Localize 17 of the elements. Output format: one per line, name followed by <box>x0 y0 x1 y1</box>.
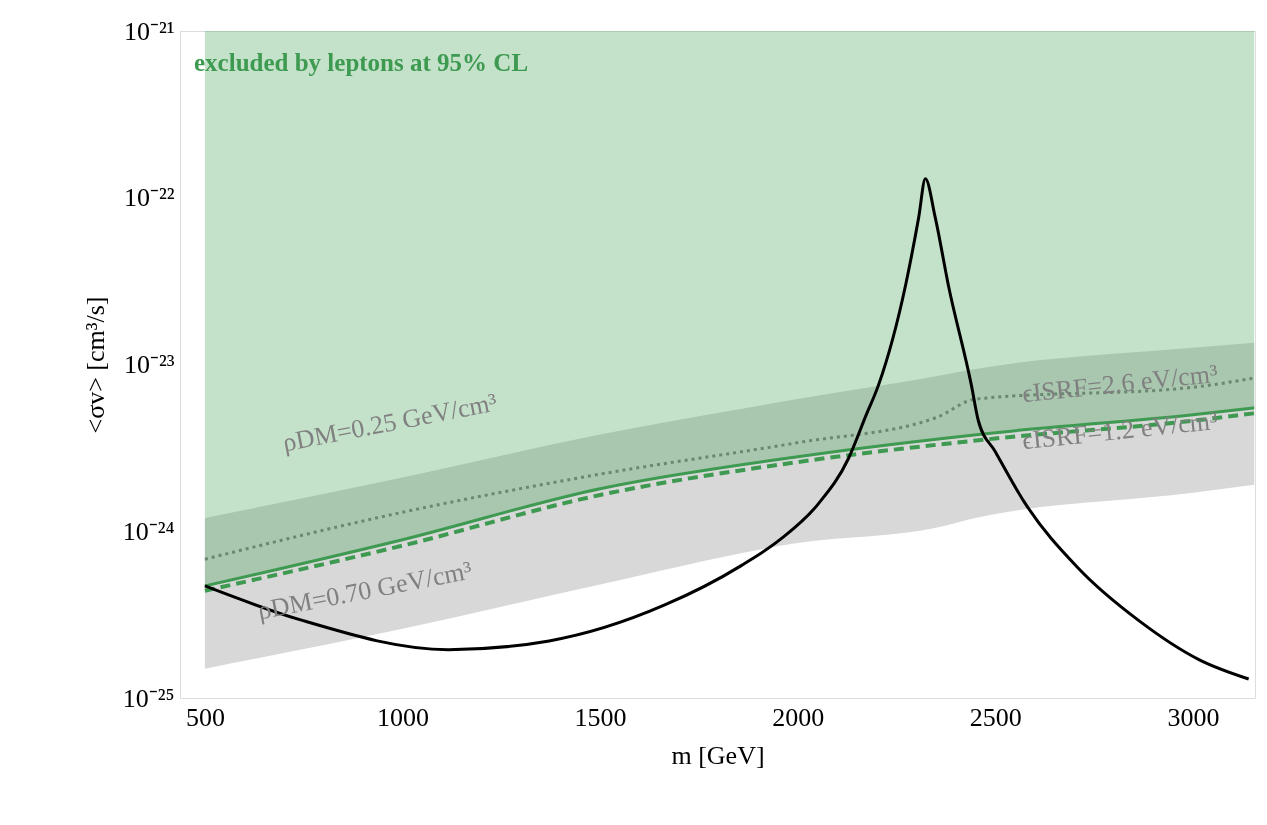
y-tick-label: 10⁻²⁵ <box>122 683 175 713</box>
line-series <box>203 177 1251 681</box>
y-tick-label: 10⁻²¹ <box>123 16 175 46</box>
y-tick-label: 10⁻²⁴ <box>122 516 175 546</box>
y-tick-label: 10⁻²³ <box>123 350 175 379</box>
y-tick-label: 10⁻²² <box>123 183 175 213</box>
annotation: excluded by leptons at 95% CL <box>194 49 529 76</box>
x-axis-title: m [GeV] <box>671 740 765 770</box>
x-tick-label: 2000 <box>772 702 825 732</box>
annotation: ρDM=0.25 GeV/cm³ <box>280 387 500 458</box>
x-tick-label: 1500 <box>574 702 627 732</box>
annotation: ρDM=0.70 GeV/cm³ <box>255 555 475 626</box>
y-axis-title: <σv> [cm³/s] <box>80 296 110 434</box>
x-tick-label: 500 <box>185 702 225 732</box>
x-tick-label: 2500 <box>969 702 1022 732</box>
x-tick-label: 3000 <box>1167 702 1220 732</box>
x-tick-label: 1000 <box>377 702 430 732</box>
